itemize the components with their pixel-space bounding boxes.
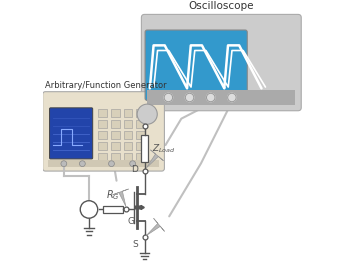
Bar (111, 109, 120, 117)
Bar (98, 109, 107, 117)
Circle shape (79, 161, 85, 167)
Bar (136, 142, 145, 150)
Bar (136, 109, 145, 117)
Bar (141, 135, 148, 162)
Bar (124, 109, 132, 117)
Circle shape (108, 161, 114, 167)
Circle shape (130, 161, 135, 167)
Circle shape (137, 104, 157, 124)
Polygon shape (146, 218, 164, 236)
Circle shape (185, 93, 194, 102)
FancyArrow shape (135, 205, 144, 210)
Bar (124, 120, 132, 128)
FancyBboxPatch shape (43, 92, 164, 171)
Bar (98, 153, 107, 161)
Bar (136, 153, 145, 161)
Text: D: D (131, 165, 138, 174)
Text: Oscilloscope: Oscilloscope (189, 1, 254, 11)
Bar (103, 206, 123, 213)
Bar (111, 153, 120, 161)
Polygon shape (146, 150, 163, 168)
Bar (147, 90, 295, 105)
Circle shape (228, 93, 236, 102)
Bar (48, 160, 159, 167)
FancyBboxPatch shape (141, 14, 301, 111)
Text: $Z_{Load}$: $Z_{Load}$ (152, 142, 176, 155)
Circle shape (164, 93, 173, 102)
Circle shape (61, 161, 67, 167)
Bar (124, 142, 132, 150)
Bar (98, 131, 107, 139)
Bar (98, 120, 107, 128)
Text: Arbitrary/Function Generator: Arbitrary/Function Generator (45, 81, 167, 90)
Bar (98, 142, 107, 150)
Text: G: G (128, 218, 135, 226)
Bar (124, 131, 132, 139)
Bar (111, 131, 120, 139)
Bar (124, 153, 132, 161)
Bar (136, 120, 145, 128)
Circle shape (206, 93, 215, 102)
Circle shape (80, 201, 98, 218)
Polygon shape (113, 189, 128, 206)
FancyBboxPatch shape (145, 30, 247, 100)
Text: $R_G$: $R_G$ (106, 189, 120, 202)
Bar (111, 120, 120, 128)
Text: S: S (132, 240, 138, 249)
Bar (136, 131, 145, 139)
FancyBboxPatch shape (50, 108, 93, 159)
Bar (111, 142, 120, 150)
